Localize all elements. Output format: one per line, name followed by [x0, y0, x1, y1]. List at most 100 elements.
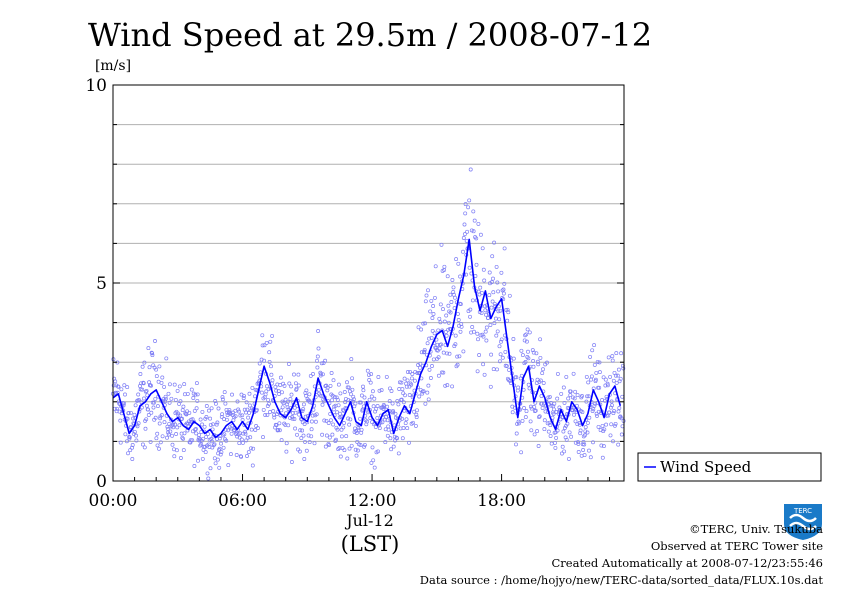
raw-sample-point: [362, 395, 367, 400]
raw-sample-point: [495, 280, 500, 285]
raw-sample-point: [456, 261, 461, 266]
raw-sample-point: [155, 443, 160, 448]
raw-sample-point: [497, 359, 502, 364]
raw-sample-point: [157, 364, 162, 369]
raw-sample-point: [280, 405, 285, 410]
raw-sample-point: [325, 388, 330, 393]
raw-sample-point: [163, 399, 168, 404]
raw-sample-point: [168, 429, 173, 434]
raw-sample-point: [458, 274, 463, 279]
raw-sample-point: [488, 384, 493, 389]
raw-sample-point: [597, 385, 602, 390]
raw-sample-point: [417, 394, 422, 399]
raw-sample-point: [277, 392, 282, 396]
raw-sample-point: [132, 429, 137, 434]
raw-sample-point: [204, 415, 209, 419]
raw-sample-point: [292, 372, 296, 377]
raw-sample-point: [202, 424, 207, 429]
raw-sample-point: [355, 439, 360, 444]
raw-sample-point: [316, 387, 321, 392]
raw-sample-point: [336, 447, 341, 452]
raw-sample-point: [118, 418, 123, 423]
raw-sample-point: [286, 423, 291, 428]
raw-sample-point: [498, 352, 503, 357]
raw-sample-point: [447, 351, 452, 356]
raw-sample-point: [399, 380, 404, 385]
raw-sample-point: [181, 404, 186, 409]
raw-sample-point: [209, 437, 214, 441]
raw-sample-point: [191, 396, 196, 400]
raw-sample-point: [429, 298, 434, 303]
raw-sample-point: [122, 383, 127, 388]
raw-sample-point: [445, 274, 450, 279]
raw-sample-point: [605, 383, 610, 388]
raw-sample-point: [528, 404, 533, 409]
raw-sample-point: [172, 382, 177, 387]
raw-sample-point: [450, 384, 455, 389]
raw-sample-point: [369, 460, 374, 465]
raw-sample-point: [372, 465, 377, 470]
raw-sample-point: [600, 423, 605, 428]
raw-sample-point: [181, 436, 186, 441]
raw-sample-point: [401, 391, 406, 396]
raw-sample-point: [441, 370, 446, 375]
raw-sample-point: [422, 347, 427, 352]
raw-sample-point: [209, 439, 214, 444]
raw-sample-point: [540, 371, 545, 376]
raw-sample-point: [597, 370, 602, 375]
raw-sample-point: [242, 393, 246, 398]
raw-sample-point: [287, 381, 292, 386]
raw-sample-point: [323, 444, 328, 449]
x-axis-date-label: Jul-12: [344, 511, 394, 530]
raw-sample-point: [436, 328, 441, 333]
raw-sample-point: [616, 367, 621, 372]
raw-sample-point: [600, 455, 605, 460]
raw-sample-point: [198, 417, 203, 422]
raw-sample-point: [315, 354, 320, 359]
raw-sample-point: [160, 434, 165, 439]
raw-sample-point: [138, 387, 143, 392]
raw-sample-point: [531, 364, 536, 369]
raw-sample-point: [553, 445, 558, 450]
raw-sample-point: [576, 441, 581, 446]
raw-sample-point: [354, 431, 359, 435]
raw-sample-point: [471, 229, 476, 234]
raw-sample-point: [491, 290, 496, 295]
raw-sample-point: [187, 410, 192, 415]
raw-sample-point: [541, 381, 546, 385]
raw-sample-point: [568, 389, 573, 394]
raw-sample-point: [265, 384, 269, 389]
raw-sample-point: [436, 355, 441, 360]
raw-sample-point: [421, 389, 426, 394]
raw-sample-point: [498, 308, 503, 313]
raw-sample-point: [259, 390, 264, 395]
raw-sample-point: [180, 435, 185, 440]
raw-sample-point: [578, 431, 583, 436]
raw-sample-point: [435, 342, 440, 347]
raw-sample-point: [347, 422, 352, 427]
raw-sample-point: [186, 421, 191, 426]
raw-sample-point: [182, 382, 187, 387]
raw-sample-point: [435, 348, 440, 353]
raw-sample-point: [540, 406, 545, 410]
raw-sample-point: [150, 353, 155, 358]
raw-sample-point: [539, 401, 544, 406]
raw-sample-point: [153, 396, 158, 401]
raw-sample-point: [262, 358, 267, 363]
raw-sample-point: [562, 400, 567, 405]
y-axis-unit-label: [m/s]: [95, 58, 131, 74]
raw-sample-point: [245, 454, 249, 458]
raw-sample-point: [136, 392, 141, 397]
raw-sample-point: [396, 451, 401, 456]
raw-sample-point: [350, 387, 355, 392]
raw-sample-point: [195, 398, 200, 403]
raw-sample-point: [293, 381, 298, 386]
raw-sample-point: [130, 457, 135, 461]
raw-sample-point: [507, 293, 512, 298]
raw-sample-point: [322, 399, 326, 404]
raw-sample-point: [175, 388, 180, 393]
raw-sample-point: [150, 351, 155, 356]
raw-sample-point: [359, 427, 364, 432]
raw-sample-point: [167, 400, 172, 405]
raw-sample-point: [338, 391, 343, 396]
